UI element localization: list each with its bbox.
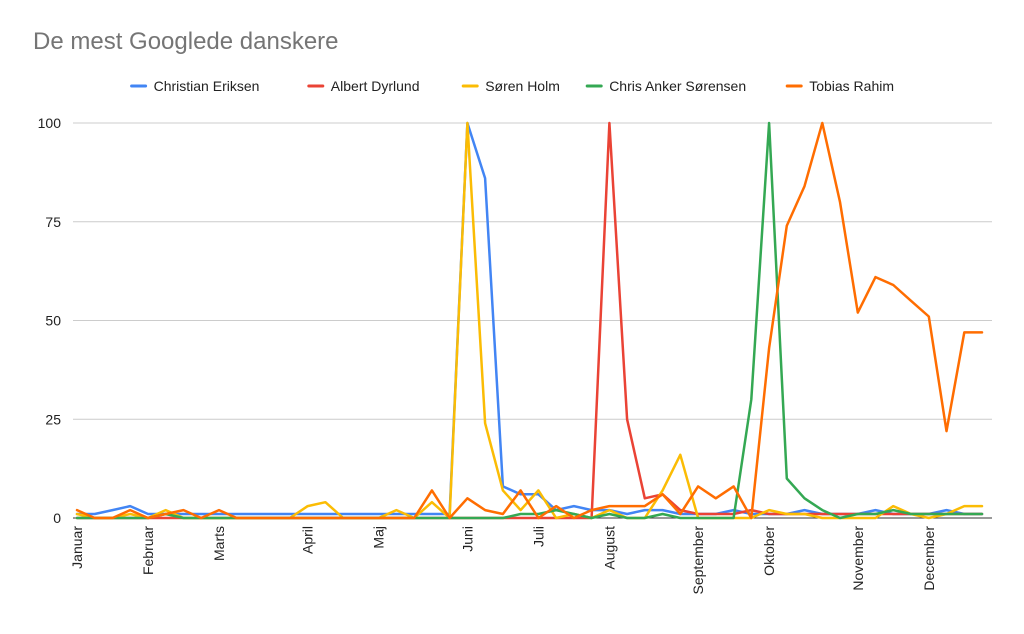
series-line-4: [75, 121, 984, 520]
y-tick-label: 0: [53, 510, 61, 526]
legend-label: Christian Eriksen: [154, 78, 260, 94]
x-axis-ticks: Januar Februar Marts April Maj Juni Juli August…: [69, 526, 937, 595]
gridlines: [73, 122, 992, 519]
y-tick-label: 100: [38, 115, 62, 131]
x-tick-label: Maj: [371, 526, 387, 549]
legend-label: Chris Anker Sørensen: [609, 78, 746, 94]
y-tick-label: 50: [45, 313, 61, 329]
x-tick-label: Oktober: [761, 526, 777, 576]
y-tick-label: 75: [45, 214, 61, 230]
x-tick-label: Marts: [211, 526, 227, 561]
x-tick-label: September: [690, 526, 706, 595]
y-tick-label: 25: [45, 411, 61, 427]
x-tick-label: August: [601, 526, 617, 570]
x-tick-label: December: [921, 526, 937, 591]
legend-label: Tobias Rahim: [809, 78, 894, 94]
y-axis-ticks: 0 25 50 75 100: [38, 115, 62, 526]
x-tick-label: April: [300, 526, 316, 554]
x-tick-label: Juli: [530, 526, 546, 547]
x-tick-label: November: [850, 526, 866, 591]
series-line-5: [75, 121, 984, 520]
chart-title: De mest Googlede danskere: [33, 28, 339, 55]
series-lines: [75, 121, 984, 520]
x-tick-label: Juni: [459, 526, 475, 552]
legend-label: Søren Holm: [485, 78, 560, 94]
legend: Christian Eriksen Albert Dyrlund Søren Hol…: [130, 78, 894, 94]
x-tick-label: Januar: [69, 526, 85, 569]
series-line-1: [75, 121, 984, 516]
x-tick-label: Februar: [140, 526, 156, 575]
legend-label: Albert Dyrlund: [331, 78, 420, 94]
